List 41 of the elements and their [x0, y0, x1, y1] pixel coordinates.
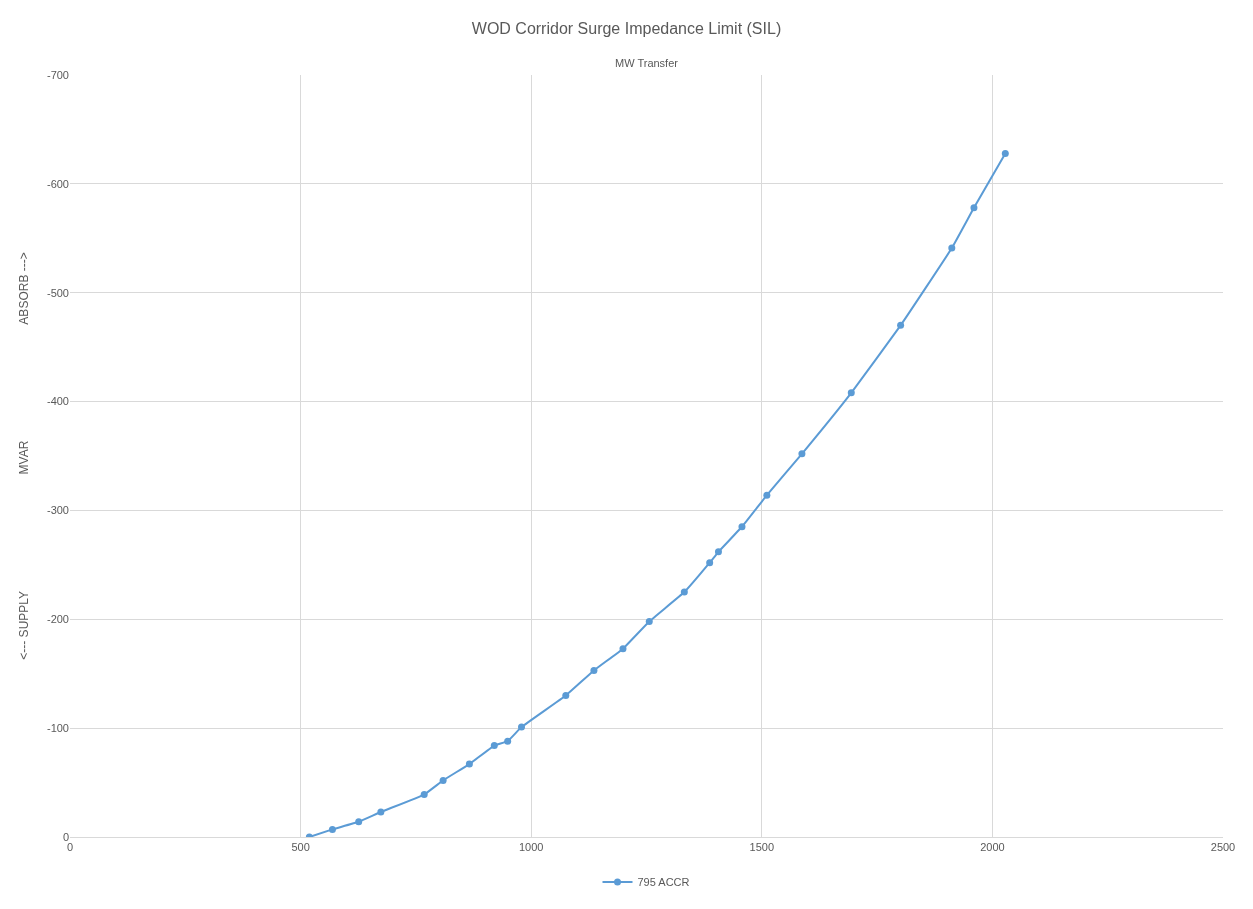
point [590, 666, 598, 674]
point [465, 760, 473, 768]
point [798, 450, 806, 458]
point [355, 818, 363, 826]
y-tick-label: -200 [46, 613, 69, 626]
point [847, 389, 855, 397]
y-tick-label: -100 [46, 721, 69, 734]
chart-subtitle: MW Transfer [615, 57, 679, 69]
point [738, 523, 746, 531]
x-tick-label: 2500 [1210, 841, 1236, 854]
point [328, 825, 336, 833]
point [1001, 149, 1009, 157]
point [439, 776, 447, 784]
y-axis-title: <--- SUPPLY MVAR ABSORB ---> [17, 252, 32, 660]
chart-title: WOD Corridor Surge Impedance Limit (SIL) [471, 19, 782, 37]
point [490, 742, 498, 750]
y-tick-label: 0 [62, 830, 69, 843]
point [619, 645, 627, 653]
point [970, 204, 978, 212]
y-tick-label: -400 [46, 395, 69, 408]
legend-label: 795 ACCR [637, 876, 690, 889]
y-tick-label: -300 [46, 504, 69, 517]
x-tick-label: 2000 [980, 841, 1005, 854]
point [897, 321, 905, 329]
x-tick-label: 1500 [749, 841, 775, 854]
x-tick-label: 1000 [518, 841, 544, 854]
point [714, 548, 722, 556]
point [763, 491, 771, 499]
x-tick-label: 500 [291, 841, 310, 854]
y-tick-label: -700 [46, 68, 69, 81]
point [706, 559, 714, 567]
point [504, 737, 512, 745]
point [518, 723, 526, 731]
point [562, 691, 570, 699]
point [420, 791, 428, 799]
y-tick-label: -600 [46, 177, 69, 190]
point [948, 244, 956, 252]
point [680, 588, 688, 596]
point [645, 617, 653, 625]
point [377, 808, 385, 816]
y-tick-label: -500 [46, 286, 69, 299]
